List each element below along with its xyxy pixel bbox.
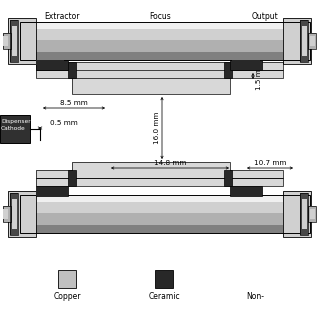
- Bar: [308, 33, 316, 49]
- Text: 1.5 mm: 1.5 mm: [256, 62, 262, 90]
- Bar: [72, 70, 230, 78]
- Bar: [300, 20, 308, 62]
- Bar: [20, 225, 310, 233]
- Bar: [300, 20, 308, 62]
- Bar: [8, 191, 36, 237]
- Bar: [36, 60, 68, 70]
- Text: Cathode: Cathode: [1, 126, 26, 131]
- Bar: [232, 60, 260, 65]
- Bar: [0, 115, 30, 143]
- Text: Non-: Non-: [246, 292, 264, 301]
- Bar: [36, 191, 64, 196]
- Bar: [10, 20, 18, 62]
- Bar: [36, 178, 283, 186]
- Bar: [3, 36, 8, 46]
- Bar: [36, 62, 283, 70]
- Bar: [20, 195, 310, 233]
- Bar: [36, 170, 72, 178]
- Bar: [20, 40, 310, 52]
- Text: Copper: Copper: [53, 292, 81, 301]
- Bar: [36, 62, 283, 70]
- Bar: [283, 191, 311, 237]
- Bar: [3, 206, 11, 222]
- Bar: [8, 191, 36, 237]
- Bar: [36, 70, 72, 78]
- Bar: [230, 170, 283, 178]
- Bar: [310, 209, 315, 219]
- Bar: [12, 199, 17, 229]
- Text: Extractor: Extractor: [44, 12, 80, 21]
- Bar: [20, 29, 310, 40]
- Bar: [72, 78, 230, 94]
- Bar: [232, 191, 260, 196]
- Bar: [68, 62, 76, 78]
- Bar: [3, 209, 8, 219]
- Text: 16.0 mm: 16.0 mm: [154, 112, 160, 144]
- Bar: [308, 206, 316, 222]
- Bar: [230, 70, 283, 78]
- Bar: [230, 170, 283, 178]
- Text: 10.7 mm: 10.7 mm: [254, 160, 286, 166]
- Bar: [36, 178, 283, 186]
- Bar: [224, 170, 232, 186]
- Bar: [155, 270, 173, 288]
- Bar: [20, 22, 310, 60]
- Bar: [302, 26, 307, 56]
- Bar: [36, 70, 72, 78]
- Text: 0.5 mm: 0.5 mm: [50, 120, 78, 126]
- Bar: [36, 170, 72, 178]
- Text: Dispenser: Dispenser: [1, 119, 31, 124]
- Bar: [3, 33, 11, 49]
- Bar: [8, 18, 36, 64]
- Bar: [72, 162, 230, 178]
- Text: Ceramic: Ceramic: [148, 292, 180, 301]
- Bar: [58, 270, 76, 288]
- Text: Output: Output: [252, 12, 278, 21]
- Bar: [20, 52, 310, 60]
- Text: 14.8 mm: 14.8 mm: [154, 160, 186, 166]
- Bar: [308, 206, 316, 222]
- Text: 8.5 mm: 8.5 mm: [60, 100, 88, 106]
- Bar: [68, 170, 76, 186]
- Bar: [10, 193, 18, 235]
- Bar: [230, 70, 283, 78]
- Bar: [300, 193, 308, 235]
- Bar: [3, 206, 11, 222]
- Bar: [283, 18, 311, 64]
- Bar: [72, 162, 230, 178]
- Bar: [10, 193, 18, 235]
- Bar: [302, 199, 307, 229]
- Bar: [283, 191, 311, 237]
- Bar: [230, 60, 262, 70]
- Bar: [308, 33, 316, 49]
- Bar: [310, 36, 315, 46]
- Bar: [20, 195, 310, 202]
- Bar: [3, 33, 11, 49]
- Bar: [8, 18, 36, 64]
- Text: Focus: Focus: [149, 12, 171, 21]
- Bar: [72, 78, 230, 94]
- Bar: [36, 60, 64, 65]
- Bar: [230, 186, 262, 196]
- Bar: [224, 62, 232, 78]
- Bar: [20, 202, 310, 213]
- Bar: [20, 22, 310, 29]
- Bar: [12, 26, 17, 56]
- Bar: [283, 18, 311, 64]
- Bar: [10, 20, 18, 62]
- Bar: [300, 193, 308, 235]
- Bar: [20, 213, 310, 225]
- Bar: [72, 170, 230, 178]
- Bar: [36, 186, 68, 196]
